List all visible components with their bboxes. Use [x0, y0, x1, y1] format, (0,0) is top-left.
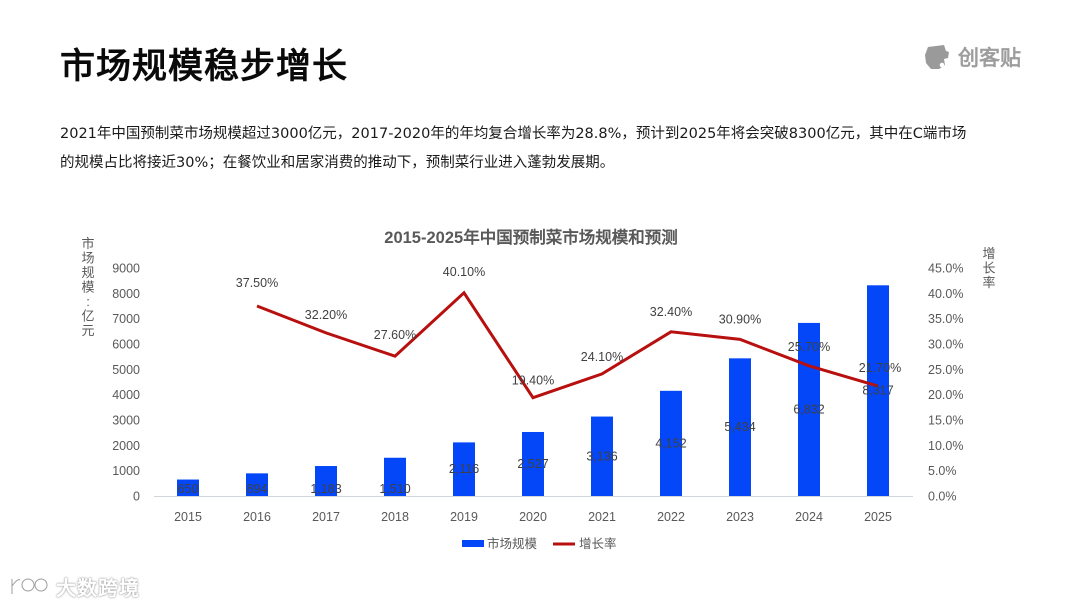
x-tick-label: 2023	[726, 510, 754, 524]
bar-2025	[867, 285, 889, 496]
bar-value-label: 5,434	[724, 420, 755, 434]
bar-2018	[384, 457, 406, 496]
bar-value-label: 4,152	[655, 436, 686, 450]
y-tick-label: 8000	[112, 287, 140, 301]
dashu-logo-icon	[10, 576, 49, 594]
line-value-label: 40.10%	[443, 265, 485, 279]
line-value-label: 24.10%	[581, 350, 623, 364]
bar-2017	[315, 466, 337, 496]
x-tick-label: 2021	[588, 510, 616, 524]
bar-2022	[660, 390, 682, 496]
y2-tick-label: 35.0%	[928, 312, 963, 326]
description-line: 的规模占比将接近30%；在餐饮业和居家消费的推动下，预制菜行业进入蓬勃发展期。	[60, 155, 615, 171]
line-value-label: 25.70%	[788, 340, 830, 354]
bar-value-label: 894	[247, 482, 268, 496]
y2-tick-label: 5.0%	[928, 464, 957, 478]
y-tick-label: 1000	[112, 464, 140, 478]
bar-value-label: 6,832	[793, 402, 824, 416]
chart-title: 2015-2025年中国预制菜市场规模和预测	[384, 227, 677, 247]
description-line: 2021年中国预制菜市场规模超过3000亿元，2017-2020年的年均复合增长…	[60, 126, 967, 142]
line-value-label: 19.40%	[512, 374, 554, 388]
bar-value-label: 1,510	[379, 482, 410, 496]
x-tick-label: 2025	[864, 510, 892, 524]
y2-axis-label: 增长率	[982, 246, 995, 290]
bar-2023	[729, 358, 751, 496]
line-value-label: 21.70%	[859, 361, 901, 375]
legend-line-label: 增长率	[579, 536, 617, 551]
y2-tick-label: 25.0%	[928, 363, 963, 377]
bar-value-label: 650	[178, 482, 199, 496]
y2-tick-label: 45.0%	[928, 262, 963, 276]
line-value-label: 27.60%	[374, 328, 416, 342]
bar-value-label: 2,116	[449, 462, 479, 476]
bar-2020	[522, 431, 544, 496]
y-tick-label: 3000	[112, 414, 140, 428]
y2-tick-label: 30.0%	[928, 338, 963, 352]
x-tick-label: 2024	[795, 510, 823, 524]
line-value-label: 32.40%	[650, 305, 692, 319]
bar-value-label: 3,136	[586, 449, 617, 463]
brand-text: 创客贴	[958, 46, 1021, 70]
legend-bar-swatch	[462, 540, 484, 547]
x-tick-label: 2019	[450, 510, 478, 524]
watermark: 大数跨境	[8, 572, 140, 601]
y-tick-label: 0	[133, 490, 140, 504]
line-value-label: 32.20%	[305, 308, 347, 322]
page-title: 市场规模稳步增长	[60, 47, 349, 87]
x-tick-label: 2022	[657, 510, 685, 524]
bar-2021	[591, 416, 613, 496]
description: 2021年中国预制菜市场规模超过3000亿元，2017-2020年的年均复合增长…	[60, 120, 1040, 178]
x-tick-label: 2016	[243, 510, 271, 524]
bar-value-label: 8,317	[862, 384, 893, 398]
x-tick-label: 2020	[519, 510, 547, 524]
line-value-label: 30.90%	[719, 312, 761, 326]
bar-2019	[453, 442, 475, 496]
y2-tick-label: 10.0%	[928, 439, 963, 453]
y2-tick-label: 20.0%	[928, 388, 963, 402]
y-tick-label: 9000	[112, 262, 140, 276]
y2-tick-label: 15.0%	[928, 414, 963, 428]
y-axis-label: 市场规模:亿元	[81, 236, 94, 338]
x-tick-label: 2015	[174, 510, 202, 524]
line-value-label: 37.50%	[236, 276, 278, 290]
bar-2015	[177, 479, 199, 496]
y-tick-label: 7000	[112, 312, 140, 326]
x-tick-label: 2017	[312, 510, 340, 524]
y-tick-label: 5000	[112, 363, 140, 377]
watermark-text: 大数跨境	[56, 576, 140, 600]
y2-tick-label: 40.0%	[928, 287, 963, 301]
brand-logo: 创客贴	[922, 42, 1021, 72]
bar-2016	[246, 473, 268, 496]
x-tick-label: 2018	[381, 510, 409, 524]
bar-value-label: 2,527	[517, 457, 548, 471]
y-tick-label: 2000	[112, 439, 140, 453]
chuangkit-logo-icon	[925, 45, 949, 69]
y-tick-label: 4000	[112, 388, 140, 402]
bar-value-label: 1,183	[310, 482, 341, 496]
growth-rate-line	[256, 290, 879, 400]
y2-tick-label: 0.0%	[928, 490, 957, 504]
y-tick-label: 6000	[112, 338, 140, 352]
legend-bar-label: 市场规模	[487, 536, 538, 551]
